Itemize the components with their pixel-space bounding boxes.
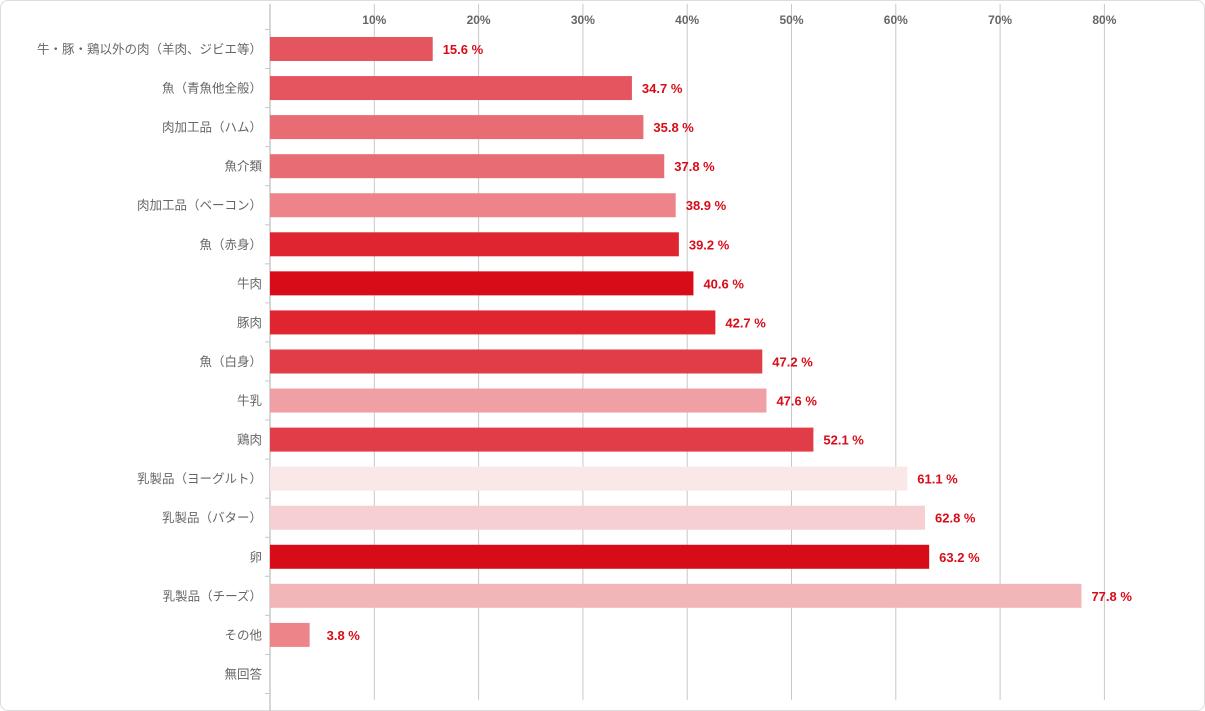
data-label: 42.7 % [725,315,766,330]
bar [270,505,926,530]
category-label: 魚（赤身） [199,237,262,252]
bar [270,271,694,296]
x-tick-label: 60% [884,13,908,27]
data-label: 40.6 % [703,276,744,291]
bar [270,466,908,491]
bar [270,115,644,140]
data-label: 47.6 % [776,394,817,409]
data-label: 38.9 % [686,198,727,213]
data-label: 61.1 % [917,472,958,487]
data-label: 39.2 % [689,237,730,252]
data-label: 37.8 % [674,159,715,174]
x-tick-label: 50% [779,13,803,27]
data-label: 47.2 % [772,354,813,369]
category-label: 牛乳 [237,393,262,408]
bar [270,544,930,569]
category-label: 乳製品（ヨーグルト） [137,471,262,486]
category-label: 卵 [249,549,262,564]
category-label: 牛・豚・鶏以外の肉（羊肉、ジビエ等） [37,42,262,57]
data-label: 77.8 % [1091,589,1132,604]
data-label: 34.7 % [642,81,683,96]
data-label: 3.8 % [327,628,361,643]
category-label: 乳製品（チーズ） [163,588,262,603]
category-label: 乳製品（バター） [162,510,262,525]
category-label: 魚（青魚他全般） [162,81,262,96]
x-tick-label: 30% [571,13,595,27]
category-label: その他 [224,627,262,642]
bar [270,583,1082,608]
data-label: 63.2 % [939,550,980,565]
bar [270,232,679,257]
category-label: 鶏肉 [237,432,262,447]
bar [270,349,763,374]
category-label: 肉加工品（ベーコン） [137,198,262,213]
bar [270,310,716,335]
bar [270,388,767,413]
data-label: 62.8 % [935,511,976,526]
bar [270,37,433,61]
bar [270,427,814,452]
x-tick-label: 20% [467,13,491,27]
x-tick-label: 10% [362,13,386,27]
category-label: 豚肉 [237,315,262,330]
category-label: 牛肉 [237,276,262,291]
data-label: 15.6 % [443,42,484,57]
x-tick-label: 70% [988,13,1012,27]
bar [270,622,310,647]
bar [270,154,665,179]
bar [270,193,676,218]
category-label: 肉加工品（ハム） [162,120,262,135]
category-label: 魚介類 [224,159,262,174]
data-label: 52.1 % [823,433,864,448]
data-label: 35.8 % [653,120,694,135]
x-tick-label: 80% [1092,13,1116,27]
x-tick-label: 40% [675,13,699,27]
bar [270,76,632,101]
category-label: 無回答 [224,666,262,681]
category-label: 魚（白身） [199,354,262,369]
